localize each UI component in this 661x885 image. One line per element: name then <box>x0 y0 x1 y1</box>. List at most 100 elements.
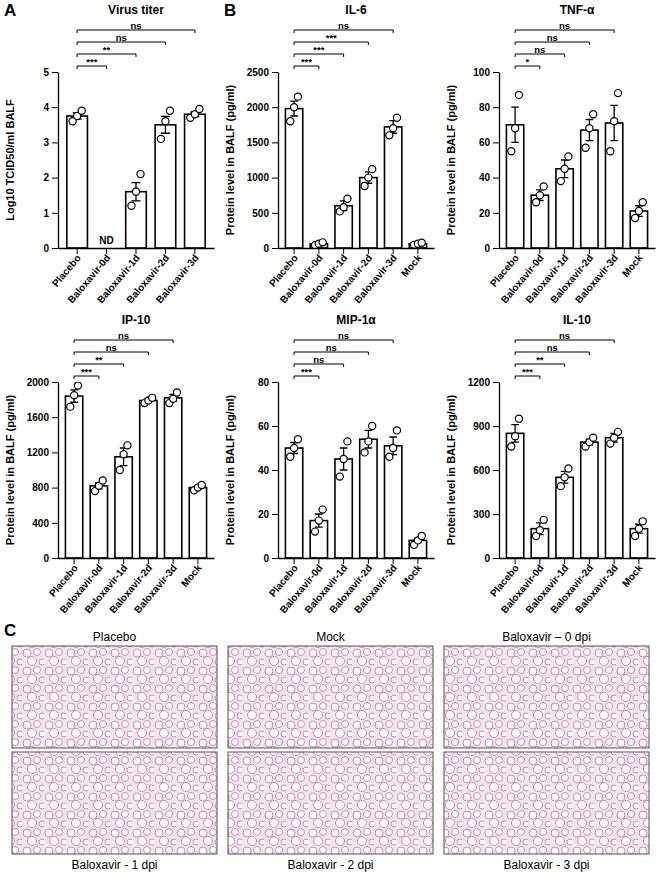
data-point <box>515 91 522 98</box>
tick-mark <box>52 178 58 179</box>
tick-mark <box>272 178 278 179</box>
tick-label: 60 <box>479 137 491 148</box>
data-point <box>565 153 572 160</box>
data-point <box>99 477 106 484</box>
histology-image <box>12 752 217 854</box>
data-point <box>365 438 372 445</box>
data-point <box>611 118 618 125</box>
tick-label: 500 <box>252 208 269 219</box>
tick-mark <box>564 558 565 564</box>
bar <box>531 195 548 248</box>
tick-mark <box>197 558 198 564</box>
data-point <box>590 111 597 118</box>
y-tick: 300 <box>473 509 499 520</box>
y-axis-title: Protein level in BALF (pg/ml) <box>224 84 236 235</box>
histology-image <box>444 752 649 854</box>
axis-line <box>499 383 500 559</box>
data-point <box>561 165 568 172</box>
data-point <box>287 453 294 460</box>
data-point <box>290 104 297 111</box>
data-point <box>614 428 621 435</box>
y-axis: 0400800120016002000 <box>27 377 59 564</box>
tick-label: Baloxavir-3d <box>352 252 399 305</box>
histology-image <box>444 646 649 748</box>
significance-label: *** <box>86 56 97 67</box>
y-axis: 03006009001200 <box>468 377 500 564</box>
tick-mark <box>52 488 58 489</box>
tick-label: 2 <box>43 172 49 183</box>
data-point <box>340 455 347 462</box>
tick-label: 300 <box>473 509 490 520</box>
data-point <box>386 132 393 139</box>
tick-mark <box>77 248 78 254</box>
tick-mark <box>272 107 278 108</box>
significance-label: *** <box>301 56 312 67</box>
error-bar <box>315 514 323 527</box>
tick-mark <box>493 142 499 143</box>
tick-mark <box>539 558 540 564</box>
annotation: ND <box>99 235 113 246</box>
y-tick: 600 <box>473 465 499 476</box>
tick-mark <box>493 213 499 214</box>
tick-mark <box>589 248 590 254</box>
y-axis-title: Protein level in BALF (pg/ml) <box>224 394 236 545</box>
error-bar <box>340 448 348 470</box>
histology-image <box>12 646 217 748</box>
data-point <box>418 239 425 246</box>
data-point <box>582 144 589 151</box>
tick-mark <box>318 558 319 564</box>
tick-mark <box>368 558 369 564</box>
tick-mark <box>272 558 278 559</box>
error-bar <box>561 471 569 483</box>
tick-mark <box>493 470 499 471</box>
bar <box>115 457 132 558</box>
tick-label: Mock <box>620 252 645 279</box>
data-point <box>196 105 203 112</box>
plot-marks <box>285 422 426 558</box>
tick-label: 20 <box>479 208 491 219</box>
histology-label: Placebo <box>93 630 137 644</box>
data-point <box>74 382 81 389</box>
y-axis: 020406080 <box>258 377 279 564</box>
y-axis: 05001000150020002500 <box>247 67 279 254</box>
data-point <box>311 528 318 535</box>
y-tick: 900 <box>473 421 499 432</box>
data-point <box>532 199 539 206</box>
data-point <box>294 436 301 443</box>
significance-label: *** <box>81 366 92 377</box>
tick-mark <box>98 558 99 564</box>
tick-mark <box>74 558 75 564</box>
tick-label: 400 <box>32 518 49 529</box>
chart: 05001000150020002500PlaceboBaloxavir-0dB… <box>224 3 435 305</box>
x-tick: Baloxavir-3d <box>352 248 399 305</box>
data-point <box>511 125 518 132</box>
tick-label: 40 <box>258 465 270 476</box>
error-bar <box>70 390 78 402</box>
data-point <box>166 107 173 114</box>
bar <box>605 438 622 558</box>
significance-label: ns <box>338 20 349 31</box>
histology-label: Baloxavir - 3 dpi <box>503 858 589 872</box>
tick-label: 1200 <box>27 447 50 458</box>
tick-mark <box>294 248 295 254</box>
bar <box>384 127 401 248</box>
bar <box>285 448 302 558</box>
x-axis: PlaceboBaloxavir-0dBaloxavir-1dBaloxavir… <box>488 248 656 305</box>
tick-mark <box>493 558 499 559</box>
data-point <box>344 195 351 202</box>
tick-label: 80 <box>479 102 491 113</box>
tick-label: Baloxavir-3d <box>154 252 201 305</box>
tick-mark <box>493 72 499 73</box>
y-axis: 012345 <box>43 67 58 254</box>
bar <box>630 211 647 248</box>
x-axis: PlaceboBaloxavir-0dBaloxavir-1dBaloxavir… <box>267 558 435 615</box>
tick-mark <box>614 248 615 254</box>
chart: 012345PlaceboBaloxavir-0dBaloxavir-1dBal… <box>4 3 215 305</box>
significance-label: ns <box>547 32 558 43</box>
tick-mark <box>493 107 499 108</box>
bar <box>164 398 181 558</box>
bar <box>185 114 206 248</box>
chart: 020406080PlaceboBaloxavir-0dBaloxavir-1d… <box>224 313 435 615</box>
bar <box>335 459 352 558</box>
chart: 03006009001200PlaceboBaloxavir-0dBaloxav… <box>445 313 656 615</box>
